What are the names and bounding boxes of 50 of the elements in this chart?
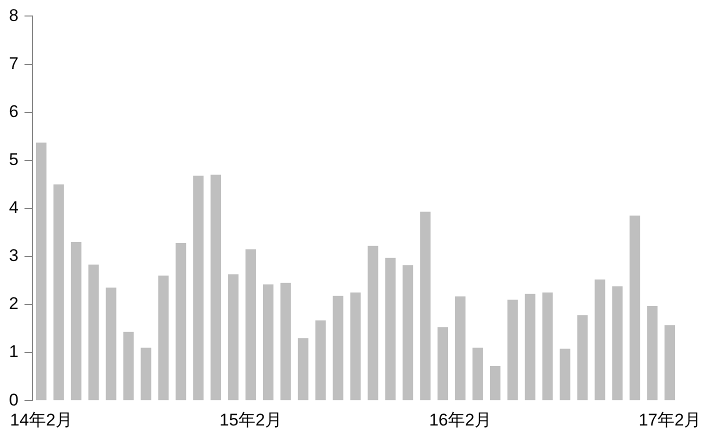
bar <box>385 258 396 400</box>
bar <box>560 348 570 400</box>
bar <box>176 242 186 400</box>
bar <box>577 315 588 400</box>
bar <box>262 284 274 400</box>
bar <box>594 280 606 400</box>
bar <box>402 265 414 400</box>
bar <box>36 142 46 400</box>
bar <box>368 246 378 400</box>
bar <box>490 366 500 400</box>
bar <box>123 332 134 400</box>
y-tick-label: 1 <box>9 342 18 362</box>
bar <box>210 174 222 400</box>
y-tick-label: 7 <box>9 54 18 73</box>
bar <box>630 216 640 400</box>
bar <box>542 292 553 400</box>
bar <box>420 212 431 400</box>
x-tick-label: 16年2月 <box>429 410 492 430</box>
x-tick-label: 17年2月 <box>638 410 701 430</box>
y-tick-label: 0 <box>9 390 18 410</box>
y-tick-label: 2 <box>9 294 18 314</box>
bar <box>438 327 448 400</box>
y-tick-label: 4 <box>9 198 18 218</box>
bar <box>612 286 623 400</box>
bar <box>193 176 204 400</box>
bar <box>455 296 466 400</box>
bar <box>507 300 518 400</box>
bar <box>315 320 326 400</box>
bar <box>664 325 676 400</box>
bar <box>53 184 64 400</box>
x-tick-label: 15年2月 <box>220 410 282 430</box>
bar <box>228 274 239 400</box>
bar <box>246 249 256 400</box>
bar <box>158 276 169 400</box>
y-tick-label: 3 <box>9 246 18 266</box>
y-tick-label: 5 <box>9 150 18 170</box>
bar <box>280 282 291 400</box>
bar <box>140 348 152 400</box>
bar <box>524 294 536 400</box>
bar <box>88 264 99 400</box>
bar <box>472 348 483 400</box>
bar <box>70 242 82 400</box>
y-tick-label: 8 <box>9 6 18 25</box>
bar <box>106 288 116 400</box>
bar <box>298 338 308 400</box>
y-tick-label: 6 <box>9 102 18 121</box>
x-tick-label: 14年2月 <box>10 410 72 430</box>
bar <box>332 296 344 400</box>
bar <box>350 292 361 400</box>
bar <box>647 306 658 400</box>
